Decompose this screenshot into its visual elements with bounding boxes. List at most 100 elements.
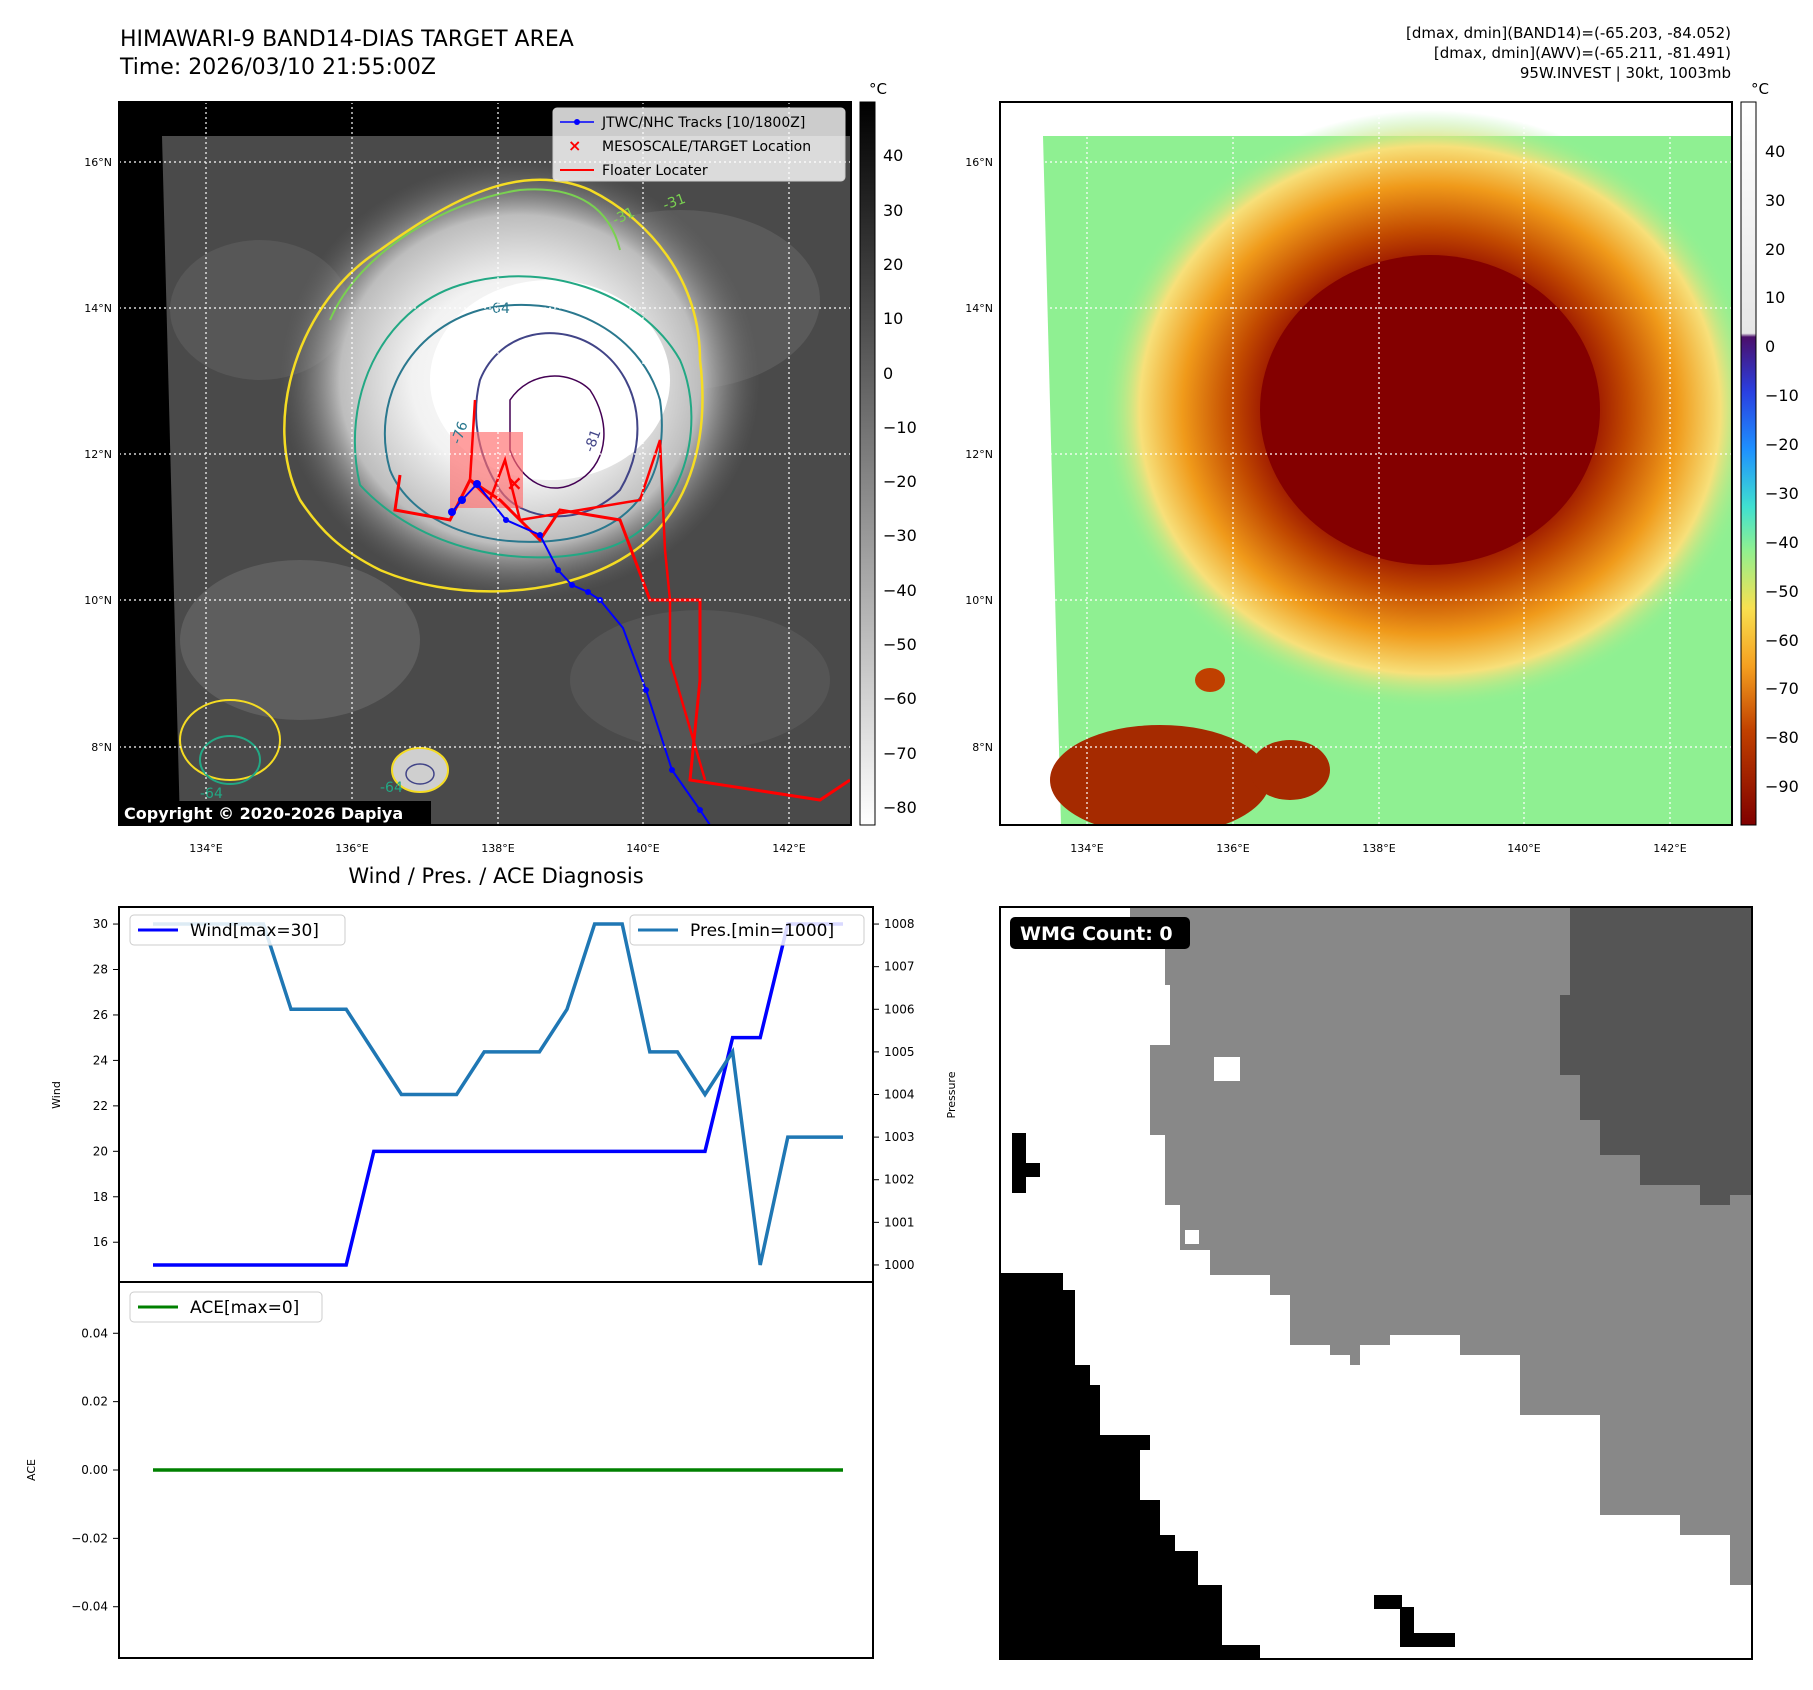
svg-text:−30: −30 [1765,484,1799,503]
svg-text:−20: −20 [883,472,917,491]
info-storm: 95W.INVEST | 30kt, 1003mb [1519,64,1731,82]
lat-label: 16°N [965,156,993,169]
ace-tick-label: 0.00 [81,1463,108,1477]
lat-label: 14°N [84,302,112,315]
diagnosis-chart: Wind Pressure ACE 16 18 20 22 24 26 28 30 1000 10… [25,906,958,1659]
lon-label: 138°E [1362,842,1395,855]
jtwc-track-line [451,482,712,825]
wmg-dark-region [1560,907,1752,1205]
pressure-series-line [153,922,843,1266]
pressure-tick-label: 1008 [884,917,915,931]
copyright-text: Copyright © 2020-2026 Dapiya [124,804,403,823]
map-gridlines [119,102,851,825]
diag-title: Wind / Pres. / ACE Diagnosis [348,864,644,888]
legend-target: MESOSCALE/TARGET Location [602,139,811,155]
lon-label: 142°E [772,842,805,855]
svg-text:−70: −70 [883,744,917,763]
svg-text:−50: −50 [1765,582,1799,601]
svg-text:−60: −60 [1765,631,1799,650]
chart-title: HIMAWARI-9 BAND14-DIAS TARGET AREA [120,27,574,52]
wmg-black-region [1000,1273,1260,1659]
lat-label: 12°N [84,448,112,461]
contour-label: -64 [380,780,403,796]
pres-legend: Pres.[min=1000] [629,914,865,946]
wind-legend: Wind[max=30] [129,914,346,946]
svg-text:Wind[max=30]: Wind[max=30] [190,921,319,941]
contour-yellow [283,178,704,593]
lat-label: 14°N [965,302,993,315]
svg-text:ACE[max=0]: ACE[max=0] [190,1298,299,1318]
lon-label: 138°E [481,842,514,855]
contour-blue [383,303,663,543]
ace-tick-label: 0.02 [81,1395,108,1409]
lat-label: 12°N [965,448,993,461]
contour-purple [509,375,605,489]
svg-text:−20: −20 [1765,435,1799,454]
pressure-tick-label: 1001 [884,1215,915,1229]
contour-green [329,188,621,321]
lat-label: 10°N [84,594,112,607]
wind-tick-label: 20 [93,1144,108,1158]
colorbar-unit: °C [869,80,887,98]
colorbar-unit: °C [1751,80,1769,98]
pressure-tick-label: 1003 [884,1130,915,1144]
pressure-tick-label: 1004 [884,1088,915,1102]
wmg-panel: WMG Count: 0 [999,906,1753,1660]
wind-tick-label: 16 [93,1235,108,1249]
lon-label: 140°E [1507,842,1540,855]
lon-label: 134°E [1070,842,1103,855]
lon-label: 136°E [335,842,368,855]
svg-text:0: 0 [883,364,893,383]
wind-tick-label: 30 [93,917,108,931]
wind-tick-label: 26 [93,1008,108,1022]
svg-text:10: 10 [1765,288,1785,307]
lat-label: 16°N [84,156,112,169]
svg-text:−40: −40 [883,581,917,600]
band14-map-panel: × -76 -64 -81 -31 -31 -64 -64 JTWC/NHC T… [84,80,917,855]
wmg-count-badge [1010,917,1190,949]
wind-tick-label: 24 [93,1053,108,1067]
lat-label: 8°N [972,741,993,754]
pressure-tick-label: 1002 [884,1173,915,1187]
lat-label: 8°N [91,741,112,754]
ace-legend: ACE[max=0] [129,1291,323,1323]
svg-text:−80: −80 [1765,728,1799,747]
svg-text:−30: −30 [883,526,917,545]
legend-tracks: JTWC/NHC Tracks [10/1800Z] [601,115,805,131]
pressure-tick-label: 1006 [884,1002,915,1016]
ace-axis-label: ACE [25,1459,38,1481]
wind-tick-label: 28 [93,963,108,977]
svg-text:−50: −50 [883,635,917,654]
contour-label: -31 [661,191,688,214]
colorbar-ticks: 40 30 20 10 0 −10 −20 −30 −40 −50 −60 −7… [1765,142,1799,796]
wmg-count-text: WMG Count: 0 [1020,923,1173,945]
chart-time: Time: 2026/03/10 21:55:00Z [120,55,436,80]
wind-axis-label: Wind [50,1081,63,1109]
svg-text:−90: −90 [1765,777,1799,796]
contour-label: -81 [582,427,605,454]
contour-teal [353,275,693,559]
svg-text:−10: −10 [1765,386,1799,405]
awv-gridlines [1000,102,1732,825]
legend-floater: Floater Locater [602,163,708,179]
svg-text:10: 10 [883,309,903,328]
svg-text:20: 20 [1765,240,1785,259]
svg-text:Pres.[min=1000]: Pres.[min=1000] [690,921,834,941]
lon-label: 136°E [1216,842,1249,855]
svg-text:−70: −70 [1765,679,1799,698]
info-awv: [dmax, dmin](AWV)=(-65.211, -81.491) [1433,44,1731,62]
colorbar-jet [1740,101,1757,826]
contour-label: -76 [449,419,472,446]
svg-text:−60: −60 [883,689,917,708]
svg-text:−10: −10 [883,418,917,437]
target-location-marker: × [506,471,523,495]
svg-text:30: 30 [1765,191,1785,210]
info-band14: [dmax, dmin](BAND14)=(-65.203, -84.052) [1406,24,1731,42]
awv-map-panel: 16°N 14°N 12°N 10°N 8°N 134°E 136°E 138°… [965,80,1799,855]
svg-text:−40: −40 [1765,533,1799,552]
contour-label: -64 [200,786,223,802]
svg-text:−80: −80 [883,798,917,817]
pressure-tick-label: 1005 [884,1045,915,1059]
ace-tick-label: 0.04 [81,1326,108,1340]
svg-text:20: 20 [883,255,903,274]
